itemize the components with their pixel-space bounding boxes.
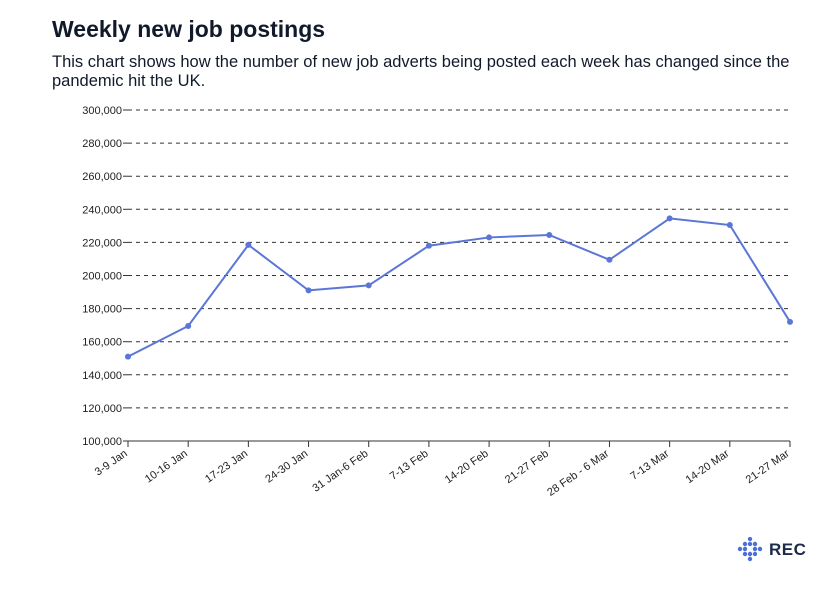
grid-lines — [128, 109, 790, 409]
data-point — [666, 215, 673, 222]
data-point — [305, 287, 312, 294]
data-point — [125, 353, 131, 360]
logo-dot — [742, 546, 748, 552]
data-point — [245, 241, 252, 248]
data-point — [726, 222, 733, 229]
y-tick-label: 280,000 — [82, 138, 122, 150]
y-tick-label: 140,000 — [82, 370, 122, 382]
y-tick-label: 260,000 — [82, 171, 122, 183]
data-point — [546, 231, 553, 238]
data-point — [365, 282, 372, 289]
y-tick-label: 200,000 — [82, 271, 122, 283]
y-tick-label: 120,000 — [82, 403, 122, 415]
logo-text: REC — [769, 540, 807, 559]
y-tick-label: 300,000 — [82, 105, 122, 117]
x-tick-label: 21-27 Mar — [744, 447, 792, 486]
logo-dot — [752, 546, 758, 552]
x-tick-label: 14-20 Mar — [684, 447, 732, 486]
y-tick-label: 240,000 — [82, 204, 122, 216]
series — [125, 215, 793, 360]
logo-dot — [757, 546, 763, 552]
chart-title: Weekly new job postings — [52, 16, 326, 42]
logo-dot — [737, 546, 743, 552]
diamond-dots-icon — [737, 537, 763, 562]
x-tick-label: 3-9 Jan — [93, 448, 130, 479]
x-tick-label: 7-13 Feb — [388, 448, 431, 483]
x-tick-label: 10-16 Jan — [143, 448, 190, 486]
series-line — [127, 217, 791, 358]
data-point — [486, 234, 493, 241]
y-tick-labels: 100,000 120,000 140,000 160,000 180,000 200,0… — [82, 105, 122, 448]
x-tick-label: 7-13 Mar — [628, 447, 671, 482]
logo-dot — [742, 551, 748, 557]
x-tick-labels: 3-9 Jan 10-16 Jan 17-23 Jan 24-30 Jan 31 Jan… — [93, 447, 792, 498]
x-tick-label: 21-27 Feb — [503, 448, 551, 487]
data-point — [185, 322, 192, 329]
x-tick-label: 14-20 Feb — [443, 448, 491, 487]
axes — [123, 109, 791, 447]
x-tick-label: 24-30 Jan — [263, 448, 310, 486]
x-tick-label: 17-23 Jan — [203, 448, 250, 486]
rec-logo: REC — [737, 537, 806, 563]
data-point — [425, 242, 432, 249]
chart-subtitle: This chart shows how the number of new j… — [52, 53, 790, 90]
y-tick-label: 220,000 — [82, 237, 122, 249]
logo-dot — [752, 541, 758, 547]
y-tick-label: 180,000 — [82, 304, 122, 316]
x-tick-label: 28 Feb - 6 Mar — [545, 447, 611, 498]
logo-dot — [747, 537, 753, 542]
logo-dot — [747, 551, 753, 557]
data-point — [606, 256, 613, 263]
x-tick-label: 31 Jan-6 Feb — [310, 448, 370, 495]
logo-dot — [742, 541, 748, 547]
logo-dot — [747, 556, 753, 562]
logo-dot — [752, 551, 758, 557]
logo-dot — [747, 541, 753, 547]
data-point — [787, 318, 793, 325]
y-tick-label: 160,000 — [82, 337, 122, 349]
y-tick-label: 100,000 — [82, 436, 122, 448]
